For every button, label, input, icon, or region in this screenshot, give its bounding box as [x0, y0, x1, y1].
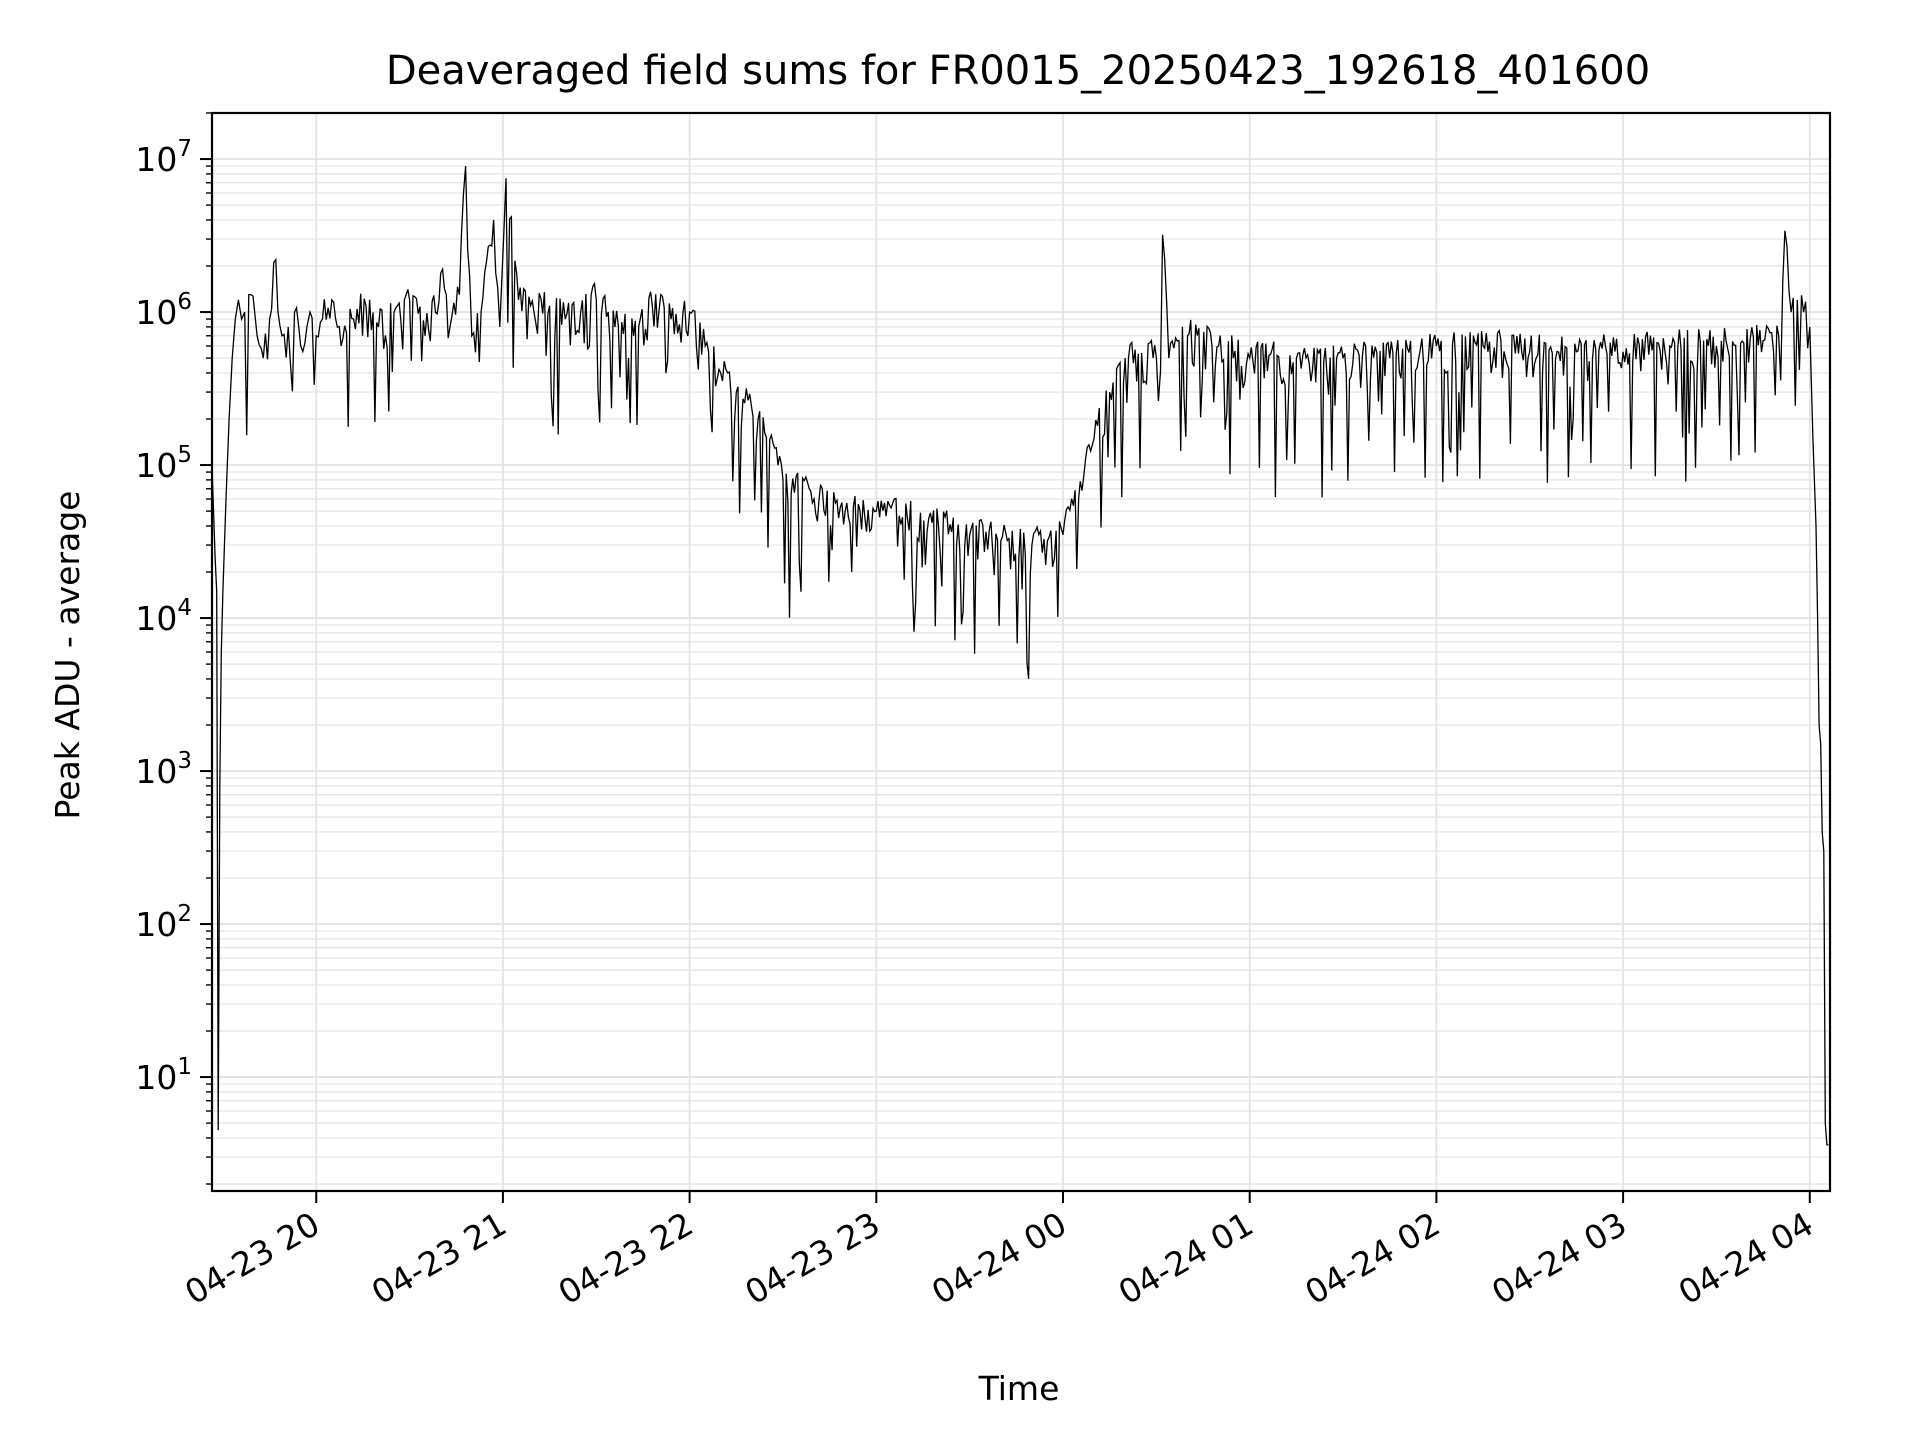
x-axis-label: Time	[978, 1369, 1060, 1408]
y-tick-label: 104	[135, 595, 192, 638]
y-axis-label: Peak ADU - average	[48, 491, 87, 820]
series-line	[211, 166, 1829, 1146]
y-tick-label: 106	[135, 289, 192, 332]
y-tick-label: 101	[135, 1054, 192, 1097]
grid	[212, 112, 1830, 1191]
y-tick-label: 107	[135, 136, 192, 179]
y-tick-label: 103	[135, 748, 192, 791]
chart-title: Deaveraged field sums for FR0015_2025042…	[386, 48, 1650, 94]
y-tick-label: 102	[135, 901, 192, 944]
plot-area	[211, 166, 1829, 1146]
y-tick-label: 105	[135, 442, 192, 485]
y-axis: 101 102 103 104 105 106 107	[135, 112, 212, 1185]
